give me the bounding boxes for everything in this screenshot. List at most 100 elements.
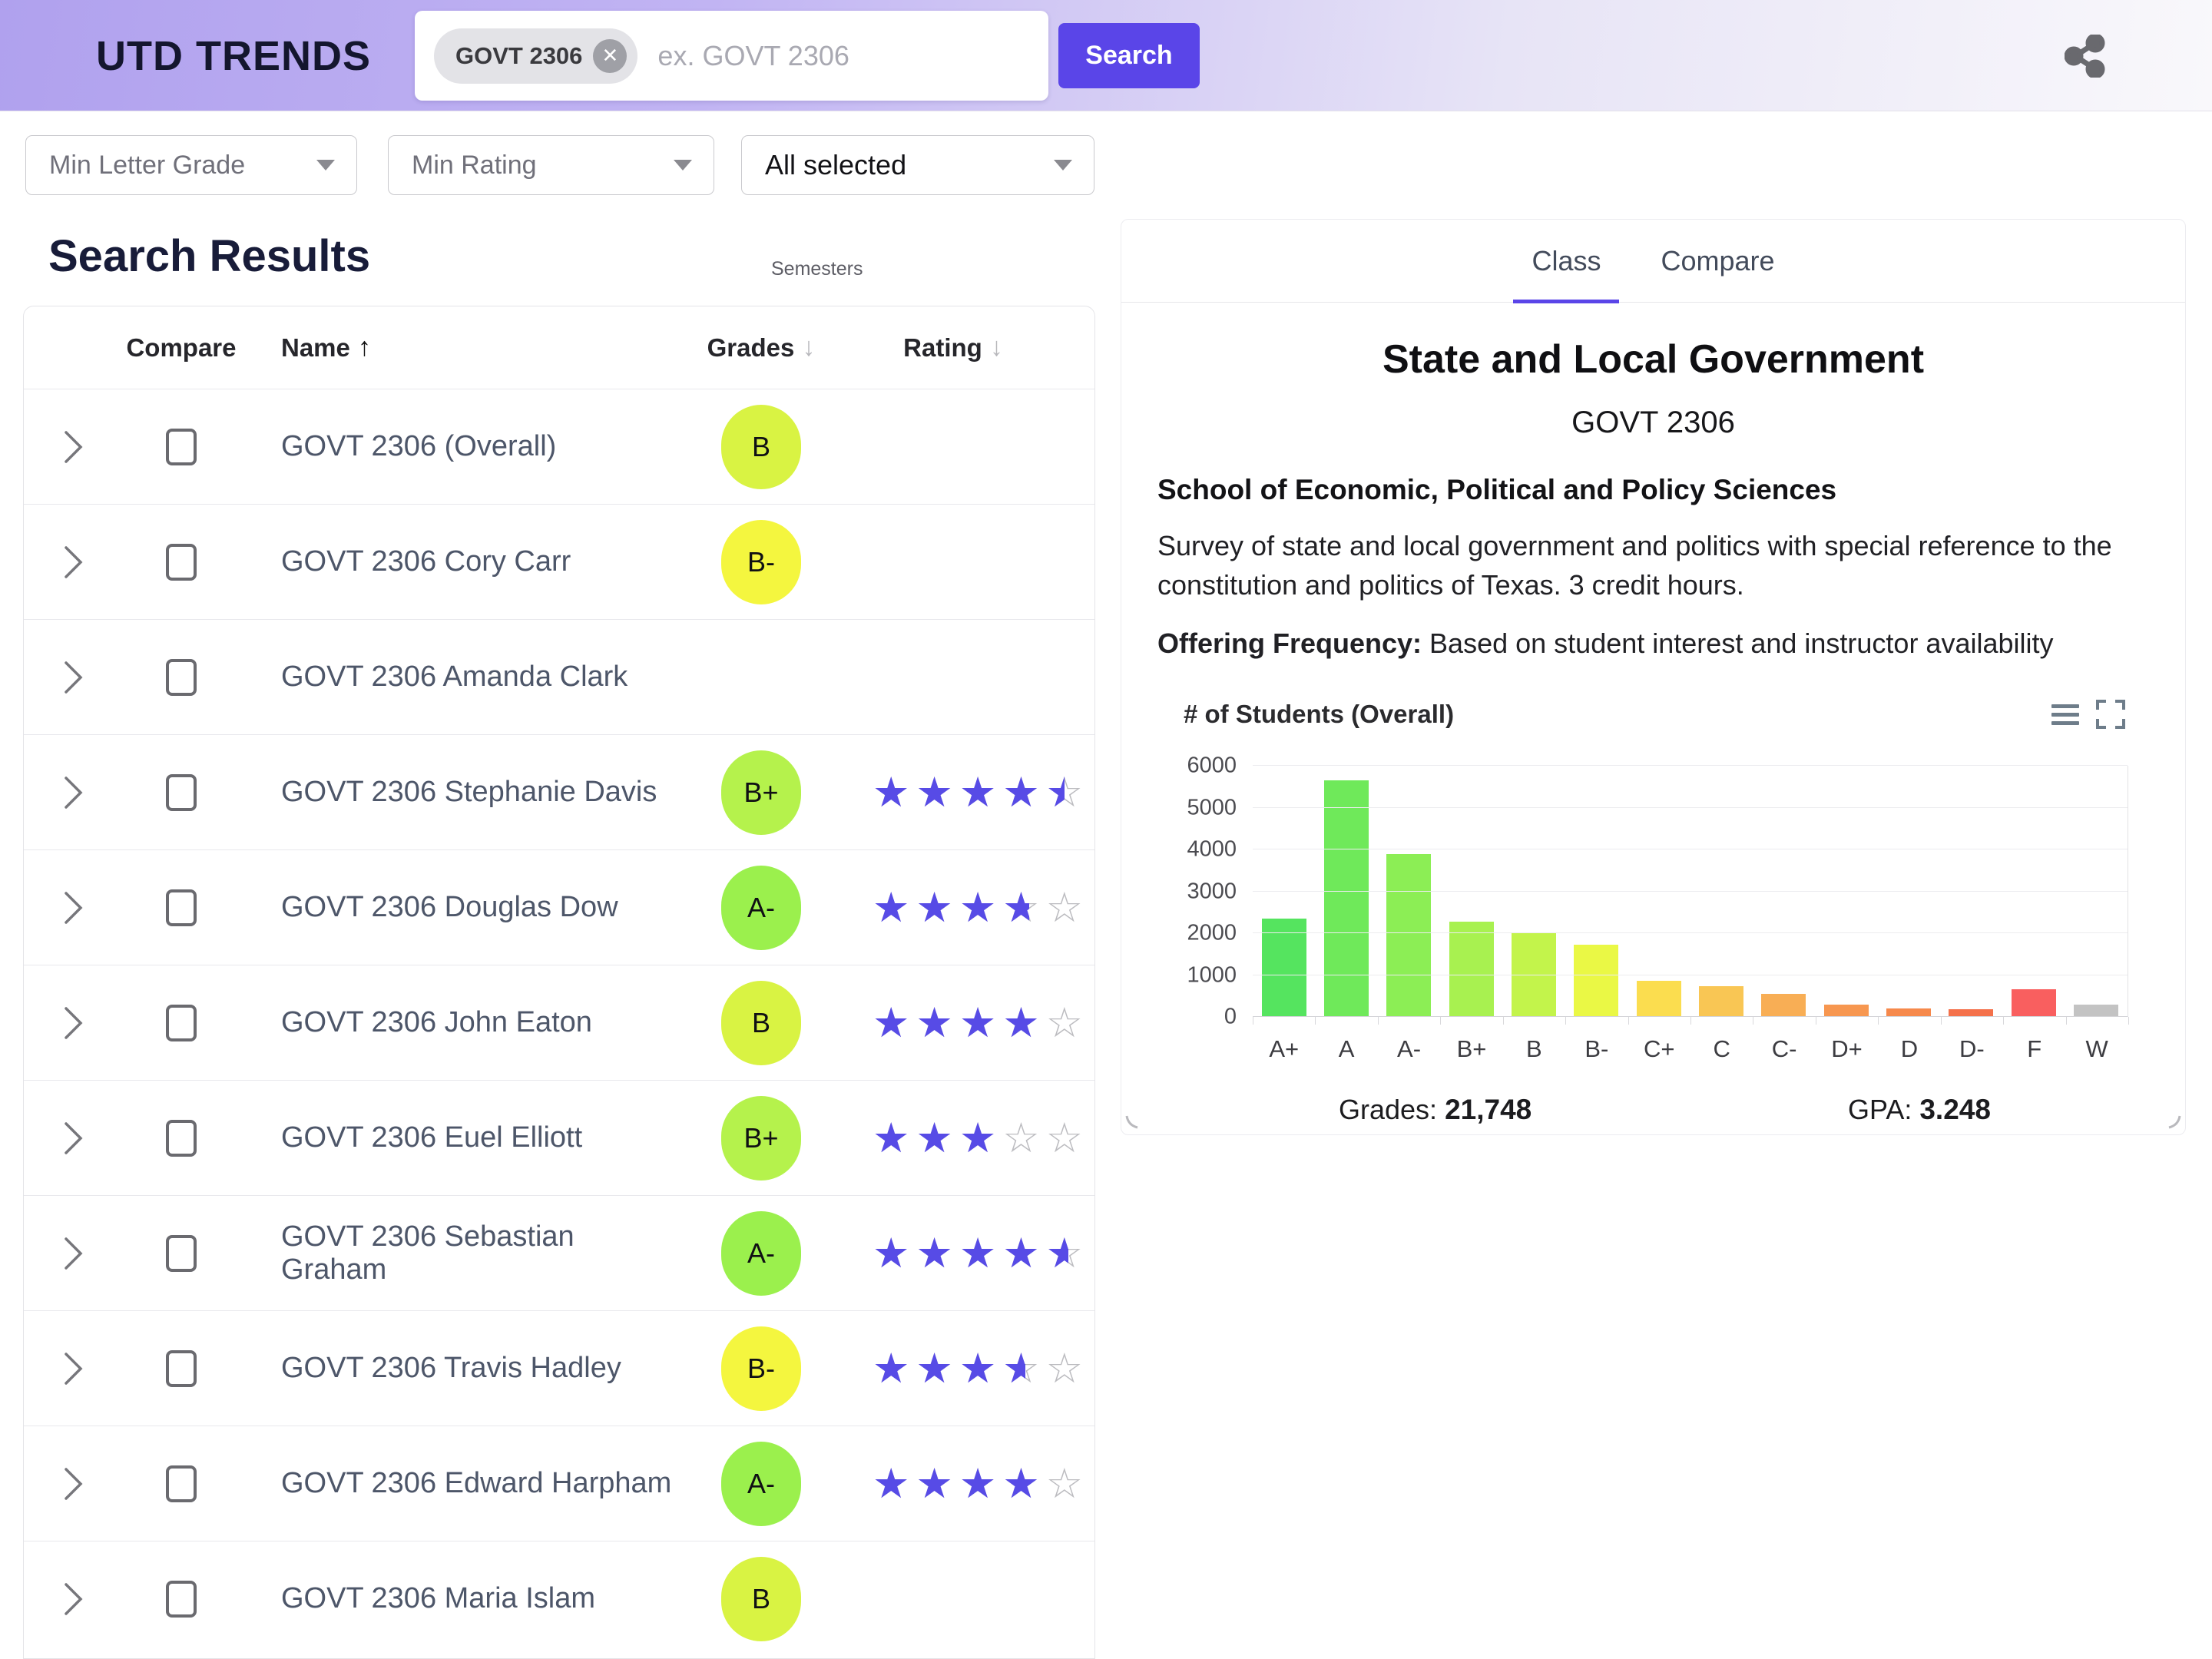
table-row: GOVT 2306 Sebastian Graham A- ☆☆☆☆☆ ★★★★★ [24,1195,1094,1310]
expand-chevron-icon[interactable] [64,661,84,694]
compare-checkbox[interactable] [166,1580,197,1618]
column-rating[interactable]: Rating ↓ [903,333,1003,362]
grade-bar-A-[interactable] [1386,853,1432,1018]
grade-badge: B+ [721,1095,801,1181]
table-row: GOVT 2306 Edward Harpham A- ☆☆☆☆☆★★★★★ [24,1426,1094,1541]
compare-checkbox[interactable] [166,658,197,696]
column-compare: Compare [126,333,237,362]
compare-checkbox[interactable] [166,543,197,581]
min-letter-grade-select[interactable]: Min Letter Grade [25,135,357,195]
compare-checkbox[interactable] [166,1004,197,1041]
share-icon[interactable] [2065,35,2108,78]
min-rating-select[interactable]: Min Rating [388,135,714,195]
search-bar[interactable]: GOVT 2306 ✕ ex. GOVT 2306 [415,11,1048,101]
grade-bar-C[interactable] [1699,986,1744,1018]
semesters-label: Semesters [763,258,871,280]
row-course-name[interactable]: GOVT 2306 Cory Carr [281,545,571,578]
column-name[interactable]: Name ↑ [281,333,371,362]
grade-badge: B [721,404,801,489]
y-axis-tick: 0 [1224,1004,1237,1029]
dropdown-caret-icon [1054,160,1072,171]
row-course-name[interactable]: GOVT 2306 Douglas Dow [281,891,618,923]
course-code: GOVT 2306 [1571,406,1735,439]
panel-tabs: Class Compare [1121,220,2185,303]
compare-checkbox[interactable] [166,1465,197,1502]
grade-bar-B+[interactable] [1449,921,1494,1018]
x-axis-label: D [1900,1035,1919,1063]
grade-bar-D+[interactable] [1823,1005,1869,1018]
grade-bar-A[interactable] [1324,780,1369,1018]
search-input[interactable]: ex. GOVT 2306 [657,39,849,71]
compare-checkbox[interactable] [166,1349,197,1387]
sort-desc-icon[interactable]: ↓ [989,333,1003,362]
compare-checkbox[interactable] [166,889,197,926]
grade-bar-B-[interactable] [1574,945,1619,1018]
y-axis-tick: 6000 [1187,753,1237,778]
grade-bar-D-[interactable] [1949,1009,1994,1018]
min-letter-grade-label: Min Letter Grade [49,150,246,180]
dropdown-caret-icon [674,160,692,171]
tab-class[interactable]: Class [1513,220,1620,303]
expand-chevron-icon[interactable] [64,1582,84,1616]
chart-x-labels: A+ A A- B+ B B- C+ C C- D+ D D- F W [1253,1035,2128,1063]
row-course-name[interactable]: GOVT 2306 Sebastian Graham [281,1220,575,1286]
results-heading: Search Results [48,231,371,281]
chart-menu-icon[interactable] [2051,704,2079,725]
row-course-name[interactable]: GOVT 2306 Travis Hadley [281,1352,621,1384]
class-detail-panel: Class Compare State and Local Government… [1121,219,2186,1135]
compare-checkbox[interactable] [166,428,197,465]
row-course-name[interactable]: GOVT 2306 Amanda Clark [281,661,628,693]
expand-chevron-icon[interactable] [64,1237,84,1270]
gpa-value: GPA: 3.248 [1848,1094,1991,1126]
row-course-name[interactable]: GOVT 2306 Euel Elliott [281,1121,583,1154]
tab-compare[interactable]: Compare [1661,245,1775,276]
table-row: GOVT 2306 Douglas Dow A- ☆☆☆☆☆★★★★★ [24,849,1094,965]
row-course-name[interactable]: GOVT 2306 Maria Islam [281,1582,596,1614]
column-grades[interactable]: Grades ↓ [707,333,816,362]
compare-checkbox[interactable] [166,773,197,811]
panel-resize-handle[interactable] [1125,1113,1142,1130]
expand-chevron-icon[interactable] [64,1121,84,1155]
row-course-name[interactable]: GOVT 2306 (Overall) [281,430,557,462]
compare-checkbox[interactable] [166,1234,197,1272]
rating-stars: ☆☆☆☆☆★★★★★ [873,999,1090,1046]
x-axis-label: C- [1771,1035,1797,1063]
row-course-name[interactable]: GOVT 2306 Edward Harpham [281,1467,672,1499]
rating-stars: ☆☆☆☆☆★★★★★ [873,1114,1090,1161]
expand-chevron-icon[interactable] [64,1467,84,1501]
panel-resize-handle[interactable] [2164,1113,2181,1130]
sort-desc-icon[interactable]: ↓ [802,333,816,362]
grade-bar-B[interactable] [1512,933,1557,1018]
y-axis-tick: 1000 [1187,962,1237,988]
grade-bar-C-[interactable] [1761,994,1806,1018]
expand-chevron-icon[interactable] [64,1006,84,1040]
grade-badge: B- [721,519,801,604]
grade-badge: A- [721,1210,801,1296]
grade-bar-A+[interactable] [1261,919,1306,1018]
sort-asc-icon[interactable]: ↑ [357,333,371,362]
table-row: GOVT 2306 Travis Hadley B- ☆☆☆☆☆★★★★★ [24,1310,1094,1426]
x-axis-label: D+ [1831,1035,1863,1063]
expand-chevron-icon[interactable] [64,545,84,579]
expand-chevron-icon[interactable] [64,1352,84,1386]
expand-chevron-icon[interactable] [64,430,84,464]
grade-bar-F[interactable] [2011,989,2056,1018]
grade-bar-D[interactable] [1886,1008,1932,1018]
search-chip[interactable]: GOVT 2306 ✕ [434,28,638,84]
table-row: GOVT 2306 Stephanie Davis B+ ☆☆☆☆☆★★★★★ [24,734,1094,849]
semesters-select[interactable]: All selected [741,135,1094,195]
expand-chevron-icon[interactable] [64,776,84,810]
rating-stars: ☆☆☆☆☆★★★★★ [873,1460,1090,1507]
chart-fullscreen-icon[interactable] [2096,700,2125,730]
compare-checkbox[interactable] [166,1119,197,1157]
offering-frequency: Offering Frequency: Based on student int… [1157,628,2054,660]
grade-bar-C+[interactable] [1636,980,1681,1018]
row-course-name[interactable]: GOVT 2306 Stephanie Davis [281,776,657,808]
search-button[interactable]: Search [1058,23,1200,88]
grade-bar-W[interactable] [2074,1005,2119,1018]
chip-remove-icon[interactable]: ✕ [593,38,628,73]
expand-chevron-icon[interactable] [64,891,84,925]
table-row: GOVT 2306 (Overall) B [24,389,1094,504]
dropdown-caret-icon [316,160,335,171]
row-course-name[interactable]: GOVT 2306 John Eaton [281,1006,592,1038]
